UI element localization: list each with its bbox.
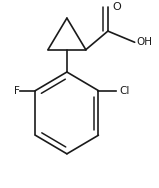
Text: OH: OH: [136, 37, 152, 47]
Text: F: F: [14, 86, 20, 96]
Text: O: O: [113, 2, 121, 12]
Text: Cl: Cl: [119, 86, 129, 96]
